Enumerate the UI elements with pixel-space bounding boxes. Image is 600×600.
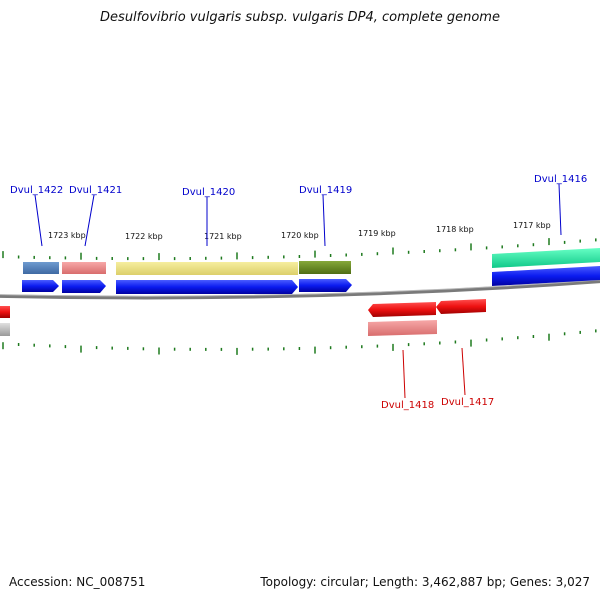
gene-label-dvul-1418[interactable]: Dvul_1418 <box>381 400 434 411</box>
scale-label-1720: 1720 kbp <box>281 231 319 240</box>
leader-dvul-1419 <box>322 194 326 247</box>
gene-label-dvul-1417[interactable]: Dvul_1417 <box>441 397 494 408</box>
gene-label-dvul-1416[interactable]: Dvul_1416 <box>534 174 587 185</box>
cds-arrow-left-edge[interactable] <box>0 306 10 318</box>
feature-dvul-1420[interactable] <box>116 262 298 275</box>
leader-dvul-1416 <box>558 183 562 236</box>
genome-title: Desulfovibrio vulgaris subsp. vulgaris D… <box>100 10 500 25</box>
gene-label-dvul-1422[interactable]: Dvul_1422 <box>10 185 63 196</box>
leader-dvul-1422 <box>34 194 43 247</box>
feature-dvul-1418[interactable] <box>368 320 437 336</box>
feature-dvul-1416[interactable] <box>492 248 600 268</box>
scale-label-1718: 1718 kbp <box>436 225 474 234</box>
feature-dvul-1421[interactable] <box>62 262 106 274</box>
genome-backbone-highlight <box>0 279 600 297</box>
cds-arrow-dvul-1417[interactable] <box>436 299 486 314</box>
scale-label-1719: 1719 kbp <box>358 229 396 238</box>
cds-arrow-dvul-1418[interactable] <box>368 302 436 317</box>
gene-label-dvul-1421[interactable]: Dvul_1421 <box>69 185 122 196</box>
genome-backbone <box>0 279 600 300</box>
genome-summary-text: Topology: circular; Length: 3,462,887 bp… <box>260 575 590 589</box>
cds-arrow-dvul-1422[interactable] <box>22 280 59 292</box>
scale-label-1717: 1717 kbp <box>513 221 551 230</box>
scale-ticks-outer <box>2 238 597 261</box>
feature-dvul-1419[interactable] <box>299 261 351 274</box>
leader-dvul-1417 <box>461 347 466 396</box>
scale-label-1723: 1723 kbp <box>48 231 86 240</box>
cds-arrow-dvul-1420[interactable] <box>116 280 298 294</box>
cds-arrow-dvul-1421[interactable] <box>62 280 106 293</box>
scale-label-1721: 1721 kbp <box>204 232 242 241</box>
cds-arrow-dvul-1416[interactable] <box>492 266 600 286</box>
feature-dvul-1422[interactable] <box>23 262 59 274</box>
leader-dvul-1421 <box>84 194 95 247</box>
cds-arrow-dvul-1419[interactable] <box>299 279 352 292</box>
scale-label-1722: 1722 kbp <box>125 232 163 241</box>
leader-dvul-1418 <box>402 349 406 399</box>
gene-label-dvul-1419[interactable]: Dvul_1419 <box>299 185 352 196</box>
gene-label-dvul-1420[interactable]: Dvul_1420 <box>182 187 235 198</box>
scale-ticks-inner <box>2 329 597 355</box>
feature-left-edge[interactable] <box>0 323 10 336</box>
accession-text: Accession: NC_008751 <box>9 575 146 589</box>
